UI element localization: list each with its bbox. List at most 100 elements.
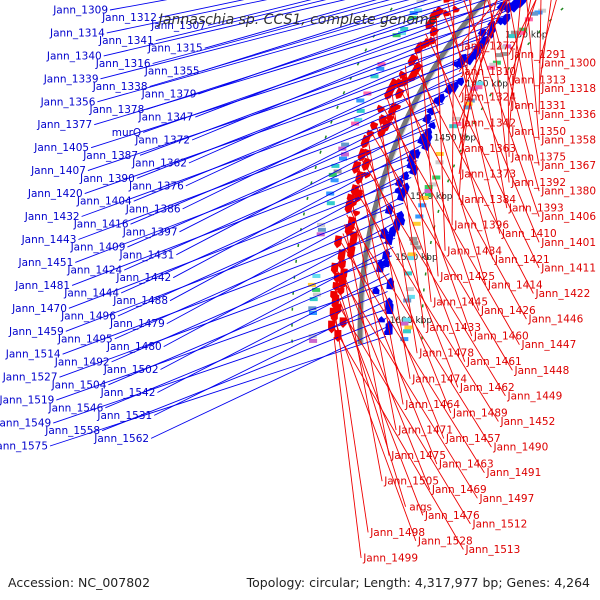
plus-strand-gene-label: Jann_1347 — [137, 112, 193, 124]
minus-feature-block — [356, 108, 365, 113]
plus-strand-gene-label: Jann_1338 — [92, 81, 148, 93]
minus-feature-block — [354, 117, 363, 122]
scale-tick-label: 1350 kbp — [505, 31, 548, 41]
minus-strand-gene-label: Jann_1528 — [417, 535, 473, 547]
plus-feature-block — [489, 62, 498, 67]
plus-feature-block — [403, 298, 412, 303]
plus-leader-line — [62, 228, 397, 355]
minus-leader-line — [458, 0, 498, 47]
plus-strand-gene-label: Jann_1575 — [0, 441, 48, 453]
minus-feature-block — [309, 338, 318, 343]
plus-strand-gene-label: Jann_1341 — [98, 35, 154, 47]
minus-strand-gene-label: Jann_1358 — [540, 134, 596, 146]
plus-feature-block — [404, 325, 413, 330]
plus-feature-block — [428, 182, 437, 187]
minus-feature-block — [363, 91, 372, 96]
plus-feature-block — [415, 214, 424, 219]
minus-leader-line — [335, 289, 424, 516]
minus-leader-line — [430, 25, 494, 260]
minus-strand-gene-label: Jann_1446 — [527, 314, 583, 326]
plus-leader-line — [169, 168, 415, 302]
plus-strand-gene — [372, 286, 380, 295]
plus-strand-gene-label: Jann_1312 — [101, 12, 157, 24]
minus-strand-gene-label: Jann_1434 — [446, 245, 502, 257]
minus-leader-line — [333, 327, 464, 550]
plus-strand-gene-label: Jann_1420 — [27, 188, 83, 200]
minus-leader-line — [508, 0, 537, 55]
minus-strand-gene-label: Jann_1445 — [432, 297, 488, 309]
plus-feature-block — [474, 85, 483, 90]
minus-strand-gene-label: Jann_1512 — [471, 518, 527, 530]
minus-strand-gene — [452, 5, 460, 13]
plus-strand-gene — [386, 277, 395, 290]
plus-strand-gene-label: Jann_1378 — [88, 104, 144, 116]
plus-feature-block — [492, 60, 501, 65]
plus-feature-block — [406, 294, 415, 299]
minus-strand-gene-label: Jann_1474 — [411, 373, 467, 385]
minus-leader-line — [382, 107, 520, 345]
plus-feature-block — [517, 30, 525, 35]
minus-leader-line — [344, 224, 390, 456]
plus-strand-gene-label: Jann_1492 — [54, 356, 110, 368]
plus-leader-line — [49, 335, 387, 447]
plus-leader-line — [124, 135, 428, 271]
minus-leader-line — [342, 233, 438, 465]
plus-strand-gene-label: Jann_1480 — [106, 341, 162, 353]
plus-strand-gene-label: Jann_1549 — [0, 418, 51, 430]
minus-leader-line — [538, 0, 557, 64]
plus-feature-block — [435, 152, 444, 156]
minus-feature-block — [331, 163, 340, 168]
plus-strand-gene-label: Jann_1514 — [5, 349, 61, 361]
minus-strand-gene-label: Jann_1421 — [494, 254, 550, 266]
minus-feature-block — [392, 33, 401, 38]
minus-strand-gene-label: Jann_1336 — [540, 109, 596, 121]
minus-leader-line — [508, 0, 537, 81]
minus-leader-line — [346, 214, 492, 448]
minus-feature-block — [333, 169, 342, 174]
plus-strand-gene-label: Jann_1409 — [70, 242, 126, 254]
minus-strand-gene-label: Jann_1425 — [439, 271, 495, 283]
plus-feature-block — [435, 160, 444, 165]
plus-feature-block — [463, 105, 472, 110]
minus-strand-gene-label: Jann_1350 — [510, 126, 566, 138]
minus-strand-gene-label: Jann_1447 — [520, 339, 576, 351]
minus-strand-gene-label: Jann_1375 — [510, 151, 566, 163]
minus-leader-line — [463, 0, 540, 217]
plus-strand-gene-label: Jann_1488 — [112, 295, 168, 307]
minus-leader-line — [508, 0, 522, 132]
minus-strand-gene-label: Jann_1505 — [383, 476, 439, 488]
minus-leader-line — [458, 0, 486, 175]
plus-strand-gene-label: Jann_1451 — [17, 257, 73, 269]
minus-strand-gene-label: Jann_1460 — [473, 331, 529, 343]
plus-strand-gene-label: Jann_1531 — [96, 410, 152, 422]
minus-feature-block — [414, 8, 423, 13]
minus-feature-block — [351, 121, 360, 126]
plus-feature-block — [400, 337, 409, 342]
minus-leader-line — [391, 90, 425, 328]
minus-leader-line — [335, 280, 407, 507]
plus-leader-line — [136, 42, 483, 179]
plus-feature-block — [405, 287, 414, 292]
plus-leader-line — [114, 211, 402, 340]
plus-strand-gene-label: Jann_1502 — [103, 364, 159, 376]
minus-leader-line — [333, 317, 417, 542]
minus-strand-gene-label: Jann_1367 — [540, 160, 596, 172]
minus-leader-line — [409, 57, 534, 294]
minus-strand-gene-label: Jann_1300 — [540, 58, 596, 70]
minus-strand-gene-label: Jann_1452 — [499, 416, 555, 428]
minus-strand-gene — [429, 9, 440, 21]
plus-strand-gene-label: Jann_1316 — [95, 58, 151, 70]
minus-feature-block — [328, 172, 337, 177]
plus-leader-line — [105, 291, 388, 409]
minus-feature-block — [341, 152, 349, 157]
plus-strand-gene-label: Jann_1397 — [122, 226, 178, 238]
plus-feature-block — [406, 256, 415, 261]
minus-strand-gene-label: Jann_1318 — [540, 83, 596, 95]
minus-strand-gene-label: Jann_1464 — [404, 399, 460, 411]
minus-leader-line — [404, 65, 432, 303]
minus-strand-gene-label: Jann_1373 — [460, 169, 516, 181]
minus-strand-gene-label: Jann_1457 — [445, 433, 501, 445]
plus-strand-gene — [379, 227, 389, 240]
plus-strand-gene-label: Jann_1405 — [33, 142, 89, 154]
